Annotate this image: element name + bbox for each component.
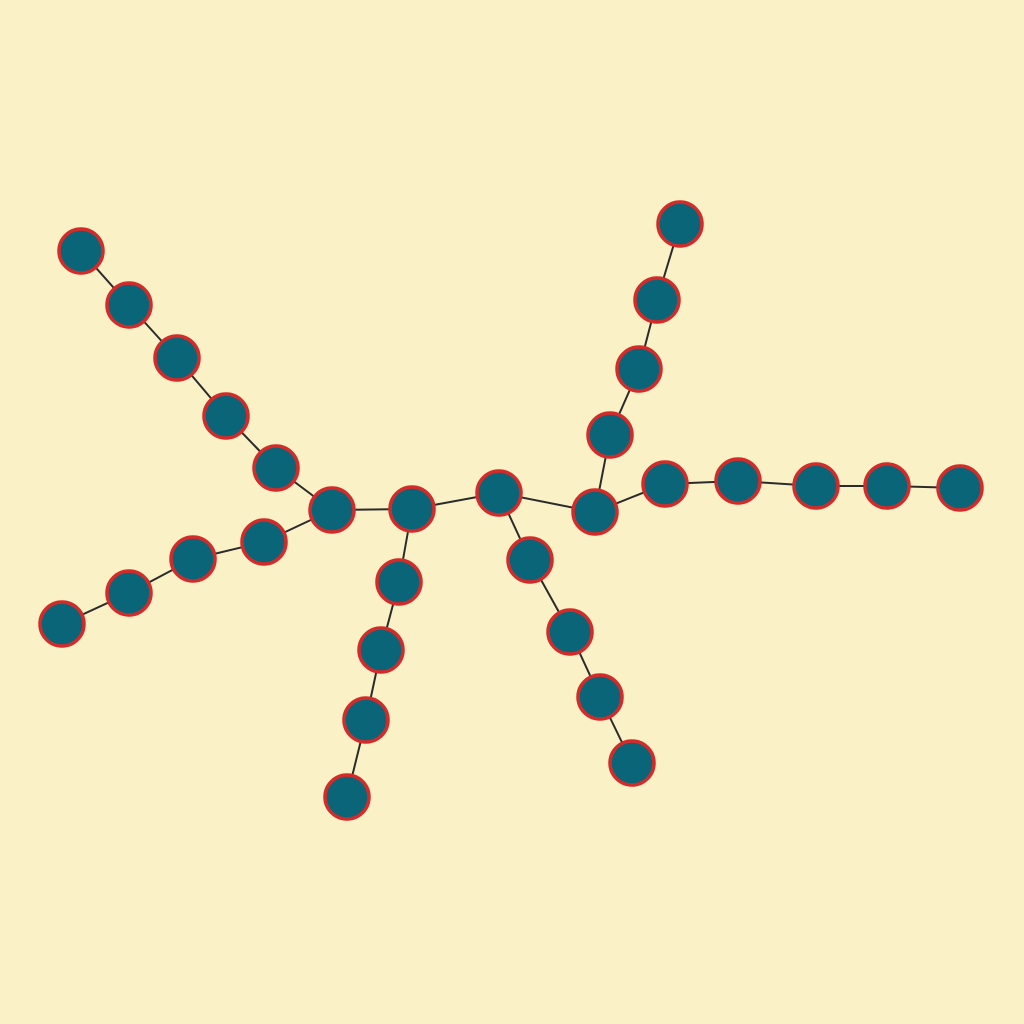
node-n22 [586,411,634,459]
node-n3 [202,392,250,440]
node-n14 [714,457,762,505]
node-n2 [153,334,201,382]
node-n11 [169,535,217,583]
node-n8 [571,488,619,536]
node-n4 [252,444,300,492]
node-n21 [608,739,656,787]
node-n15 [792,462,840,510]
node-n20 [576,673,624,721]
node-n19 [546,608,594,656]
node-n23 [615,345,663,393]
node-n6 [388,485,436,533]
node-n10 [240,518,288,566]
node-n5 [308,486,356,534]
node-n0 [57,227,105,275]
node-n18 [506,536,554,584]
node-n16 [863,462,911,510]
node-layer [38,200,984,821]
node-n13 [38,600,86,648]
node-n7 [475,469,523,517]
node-n9 [641,460,689,508]
node-n27 [357,626,405,674]
node-n12 [105,569,153,617]
node-n17 [936,464,984,512]
node-n26 [375,558,423,606]
node-n1 [105,281,153,329]
node-n29 [323,773,371,821]
node-n28 [342,696,390,744]
node-n24 [633,276,681,324]
node-n25 [656,200,704,248]
